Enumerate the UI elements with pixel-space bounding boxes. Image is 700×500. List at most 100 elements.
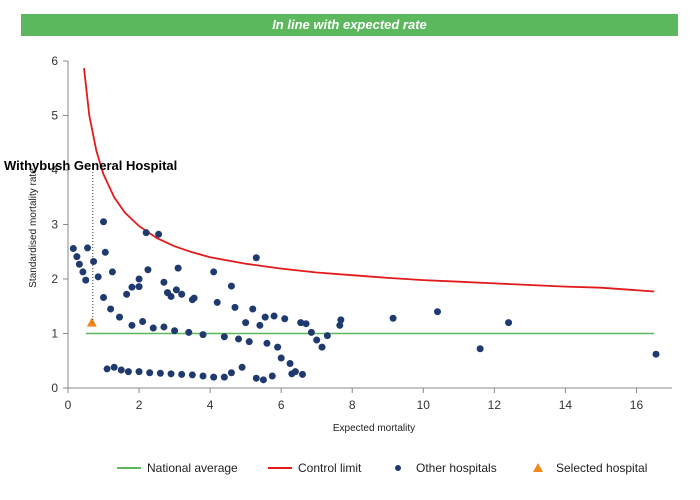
- hospital-point[interactable]: [434, 308, 442, 316]
- hospital-point[interactable]: [231, 303, 239, 311]
- hospital-point[interactable]: [146, 369, 154, 377]
- hospital-point[interactable]: [249, 305, 257, 313]
- legend: National average Control limit Other hospi…: [117, 461, 647, 475]
- hospital-point[interactable]: [277, 354, 285, 362]
- hospital-point[interactable]: [167, 370, 175, 378]
- hospital-point[interactable]: [172, 286, 180, 294]
- hospital-point[interactable]: [242, 319, 250, 327]
- hospital-point[interactable]: [227, 369, 235, 377]
- hospital-point[interactable]: [256, 321, 264, 329]
- hospital-point[interactable]: [178, 370, 186, 378]
- hospital-point[interactable]: [298, 370, 306, 378]
- hospital-point[interactable]: [188, 296, 196, 304]
- hospital-point[interactable]: [90, 258, 98, 266]
- y-tick-label: 4: [51, 163, 58, 177]
- legend-label: Control limit: [298, 461, 362, 475]
- hospital-point[interactable]: [103, 365, 111, 373]
- hospital-point[interactable]: [155, 230, 163, 238]
- hospital-point[interactable]: [220, 373, 228, 381]
- hospital-point[interactable]: [160, 278, 168, 286]
- hospital-point[interactable]: [108, 268, 116, 276]
- hospital-point[interactable]: [245, 338, 253, 346]
- series-lines: [83, 67, 655, 335]
- hospital-point[interactable]: [188, 371, 196, 379]
- hospital-point[interactable]: [337, 316, 345, 324]
- hospital-point[interactable]: [307, 328, 315, 336]
- hospital-point[interactable]: [94, 273, 102, 281]
- selected-hospital-point[interactable]: [86, 317, 97, 327]
- hospital-point[interactable]: [110, 363, 118, 371]
- hospital-point[interactable]: [505, 319, 513, 327]
- hospital-point[interactable]: [117, 366, 125, 374]
- hospital-point[interactable]: [135, 275, 143, 283]
- hospital-point[interactable]: [302, 320, 310, 328]
- hospital-point[interactable]: [84, 244, 92, 252]
- y-tick-label: 0: [51, 381, 58, 395]
- hospital-point[interactable]: [185, 328, 193, 336]
- hospital-point[interactable]: [124, 368, 132, 376]
- hospital-point[interactable]: [82, 276, 90, 284]
- hospital-point[interactable]: [297, 319, 305, 327]
- y-tick-label: 3: [51, 218, 58, 232]
- hospital-point[interactable]: [261, 313, 269, 321]
- hospital-point[interactable]: [252, 254, 260, 262]
- hospital-point[interactable]: [128, 283, 136, 291]
- hospital-point[interactable]: [100, 218, 108, 226]
- hospital-point[interactable]: [123, 290, 131, 298]
- hospital-point[interactable]: [100, 294, 108, 302]
- hospital-point[interactable]: [79, 268, 87, 276]
- y-tick-label: 5: [51, 109, 58, 123]
- hospital-point[interactable]: [652, 350, 660, 358]
- hospital-point[interactable]: [101, 248, 109, 256]
- hospital-point[interactable]: [171, 327, 179, 335]
- x-tick-label: 14: [559, 398, 573, 412]
- hospital-point[interactable]: [174, 264, 182, 272]
- hospital-point[interactable]: [139, 318, 147, 326]
- hospital-point[interactable]: [389, 314, 397, 322]
- hospital-point[interactable]: [286, 359, 294, 367]
- hospital-point[interactable]: [318, 343, 326, 351]
- hospital-point[interactable]: [274, 343, 282, 351]
- hospital-point[interactable]: [107, 305, 115, 313]
- hospital-point[interactable]: [259, 376, 267, 384]
- hospital-point[interactable]: [128, 321, 136, 329]
- legend-label: Selected hospital: [556, 461, 647, 475]
- x-tick-label: 0: [65, 398, 72, 412]
- hospital-point[interactable]: [268, 372, 276, 380]
- hospital-point[interactable]: [178, 290, 186, 298]
- hospital-point[interactable]: [252, 374, 260, 382]
- hospital-point[interactable]: [144, 266, 152, 274]
- hospital-point[interactable]: [476, 345, 484, 353]
- y-tick-label: 6: [51, 54, 58, 68]
- hospital-point[interactable]: [116, 313, 124, 321]
- hospital-point[interactable]: [149, 324, 157, 332]
- hospital-point[interactable]: [213, 298, 221, 306]
- hospital-point[interactable]: [238, 363, 246, 371]
- hospital-point[interactable]: [142, 229, 150, 237]
- hospital-point[interactable]: [210, 268, 218, 276]
- hospital-point[interactable]: [235, 335, 243, 343]
- hospital-point[interactable]: [167, 292, 175, 300]
- hospital-point[interactable]: [75, 260, 83, 268]
- hospital-point[interactable]: [210, 373, 218, 381]
- hospital-point[interactable]: [135, 283, 143, 291]
- hospital-point[interactable]: [69, 244, 77, 252]
- legend-swatch-triangle: [533, 463, 543, 472]
- hospital-point[interactable]: [323, 332, 331, 340]
- hospital-point[interactable]: [227, 282, 235, 290]
- hospital-point[interactable]: [270, 312, 278, 320]
- hospital-point[interactable]: [160, 323, 168, 331]
- hospital-point[interactable]: [281, 315, 289, 323]
- hospital-point[interactable]: [263, 339, 271, 347]
- hospital-point[interactable]: [336, 321, 344, 329]
- hospital-point[interactable]: [313, 336, 321, 344]
- hospital-point[interactable]: [288, 370, 296, 378]
- y-tick-label: 1: [51, 327, 58, 341]
- hospital-point[interactable]: [73, 253, 81, 261]
- hospital-point[interactable]: [199, 372, 207, 380]
- hospital-point[interactable]: [135, 368, 143, 376]
- hospital-point[interactable]: [156, 369, 164, 377]
- hospital-point[interactable]: [220, 333, 228, 341]
- hospital-point[interactable]: [199, 331, 207, 339]
